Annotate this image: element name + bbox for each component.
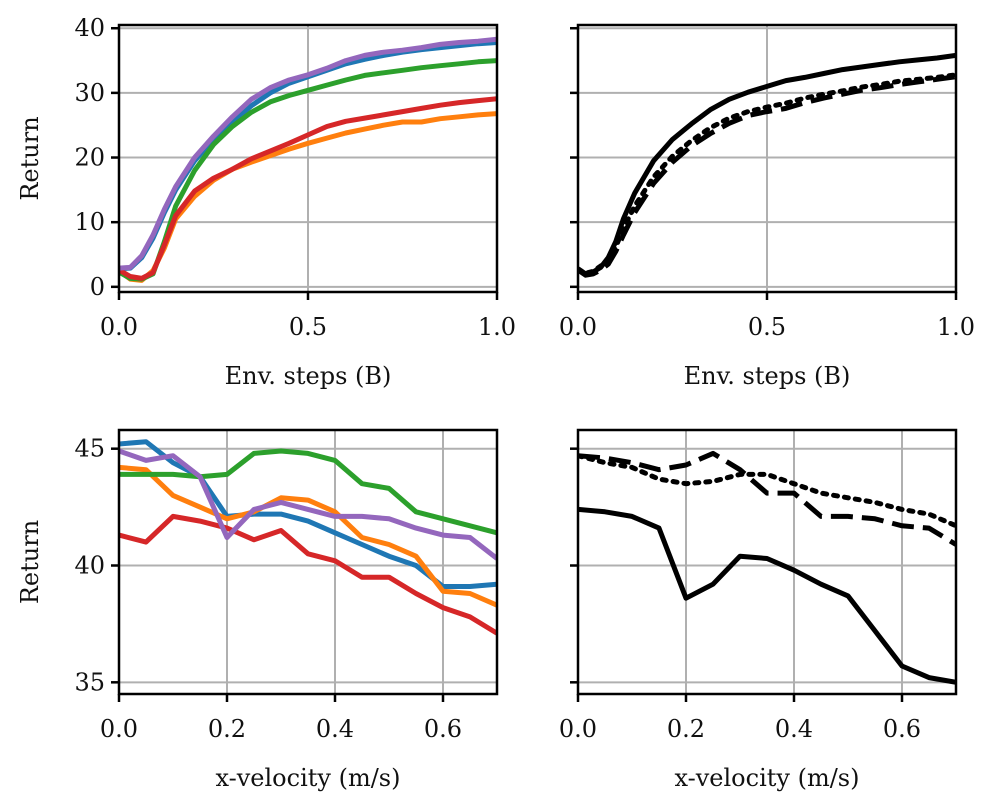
series-line-purple <box>119 448 497 561</box>
x-tick-label: 0.4 <box>775 715 813 743</box>
x-tick-label: 0.5 <box>748 313 786 341</box>
y-tick-label: 20 <box>74 144 105 172</box>
series-line-red <box>119 96 497 281</box>
x-tick-label: 0.2 <box>667 715 705 743</box>
series-line-dashed <box>578 74 956 278</box>
y-tick-label: 0 <box>90 273 105 301</box>
series-line-orange <box>119 464 497 608</box>
x-tick-label: 0.0 <box>559 313 597 341</box>
axes-frame <box>576 428 958 696</box>
panel-top-left: 0.0 0.5 1.0 0 10 20 30 40 Env. steps (B) Return <box>16 14 516 390</box>
series-group <box>578 450 956 685</box>
x-tick-label: 0.6 <box>424 715 462 743</box>
panel-bottom-left: 0.0 0.2 0.4 0.6 35 40 45 x-velocity (m/s) Return <box>16 428 499 792</box>
x-tick-label: 1.0 <box>937 313 975 341</box>
x-tick-label: 0.0 <box>559 715 597 743</box>
x-axis-label: Env. steps (B) <box>225 362 392 390</box>
x-tick-label: 0.2 <box>208 715 246 743</box>
panel-top-right: 0.0 0.5 1.0 Env. steps (B) <box>559 23 975 390</box>
x-axis-label: x-velocity (m/s) <box>216 764 401 792</box>
series-line-solid <box>578 506 956 685</box>
x-tick-label: 1.0 <box>478 313 516 341</box>
axes-frame <box>117 428 499 696</box>
x-tick-label: 0.6 <box>883 715 921 743</box>
series-line-red <box>119 513 497 636</box>
y-axis-label: Return <box>16 116 44 200</box>
panel-bottom-right: 0.0 0.2 0.4 0.6 x-velocity (m/s) <box>559 428 958 792</box>
x-tick-label: 0.0 <box>100 715 138 743</box>
y-axis-label: Return <box>16 520 44 604</box>
series-group <box>119 36 497 283</box>
x-axis-label: x-velocity (m/s) <box>675 764 860 792</box>
x-tick-label: 0.0 <box>100 313 138 341</box>
series-line-dashed <box>578 450 956 547</box>
y-tick-label: 40 <box>74 552 105 580</box>
series-line-green <box>119 448 497 536</box>
y-tick-label: 10 <box>74 208 105 236</box>
series-group <box>578 52 956 278</box>
series-group <box>119 439 497 636</box>
series-line-purple <box>119 36 497 271</box>
y-tick-label: 45 <box>74 435 105 463</box>
x-axis-label: Env. steps (B) <box>684 362 851 390</box>
y-tick-label: 35 <box>74 668 105 696</box>
x-tick-label: 0.5 <box>289 313 327 341</box>
x-tick-label: 0.4 <box>316 715 354 743</box>
y-tick-label: 40 <box>74 14 105 42</box>
series-line-dotted <box>578 453 956 529</box>
y-tick-label: 30 <box>74 79 105 107</box>
series-line-dotted <box>578 72 956 276</box>
